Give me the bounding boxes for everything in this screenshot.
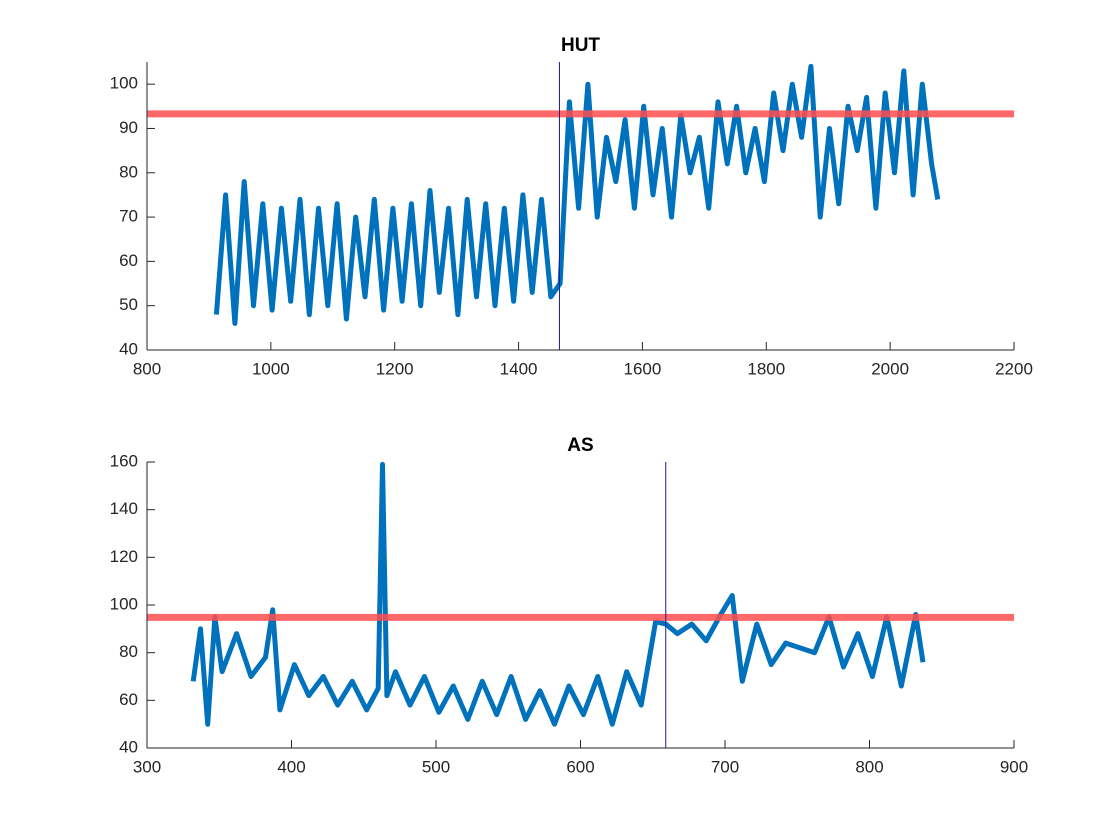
- x-tick-label: 700: [711, 757, 739, 776]
- y-tick-label: 60: [119, 251, 138, 270]
- x-tick-label: 2000: [871, 359, 909, 378]
- data-line: [190, 461, 926, 727]
- y-tick-label: 50: [119, 295, 138, 314]
- y-tick-label: 140: [110, 499, 138, 518]
- chart-title: HUT: [561, 35, 600, 56]
- x-tick-label: 900: [1000, 757, 1028, 776]
- y-tick-label: 120: [110, 547, 138, 566]
- y-tick-label: 60: [119, 690, 138, 709]
- y-tick-label: 70: [119, 207, 138, 226]
- y-tick-label: 160: [110, 451, 138, 470]
- chart-title: AS: [567, 435, 593, 456]
- y-tick-label: 90: [119, 118, 138, 137]
- x-tick-label: 300: [133, 757, 161, 776]
- y-tick-label: 100: [110, 74, 138, 93]
- x-tick-label: 1800: [747, 359, 785, 378]
- y-tick-label: 80: [119, 162, 138, 181]
- y-tick-label: 100: [110, 594, 138, 613]
- y-tick-label: 40: [119, 339, 138, 358]
- y-tick-label: 40: [119, 737, 138, 756]
- x-tick-label: 2200: [995, 359, 1033, 378]
- x-tick-label: 600: [566, 757, 594, 776]
- x-tick-label: 1200: [376, 359, 414, 378]
- x-tick-label: 1600: [624, 359, 662, 378]
- x-tick-label: 500: [422, 757, 450, 776]
- x-tick-label: 800: [133, 359, 161, 378]
- x-tick-label: 400: [277, 757, 305, 776]
- y-tick-label: 80: [119, 642, 138, 661]
- x-tick-label: 1000: [252, 359, 290, 378]
- x-tick-label: 1400: [500, 359, 538, 378]
- data-line: [213, 63, 941, 326]
- x-tick-label: 800: [855, 757, 883, 776]
